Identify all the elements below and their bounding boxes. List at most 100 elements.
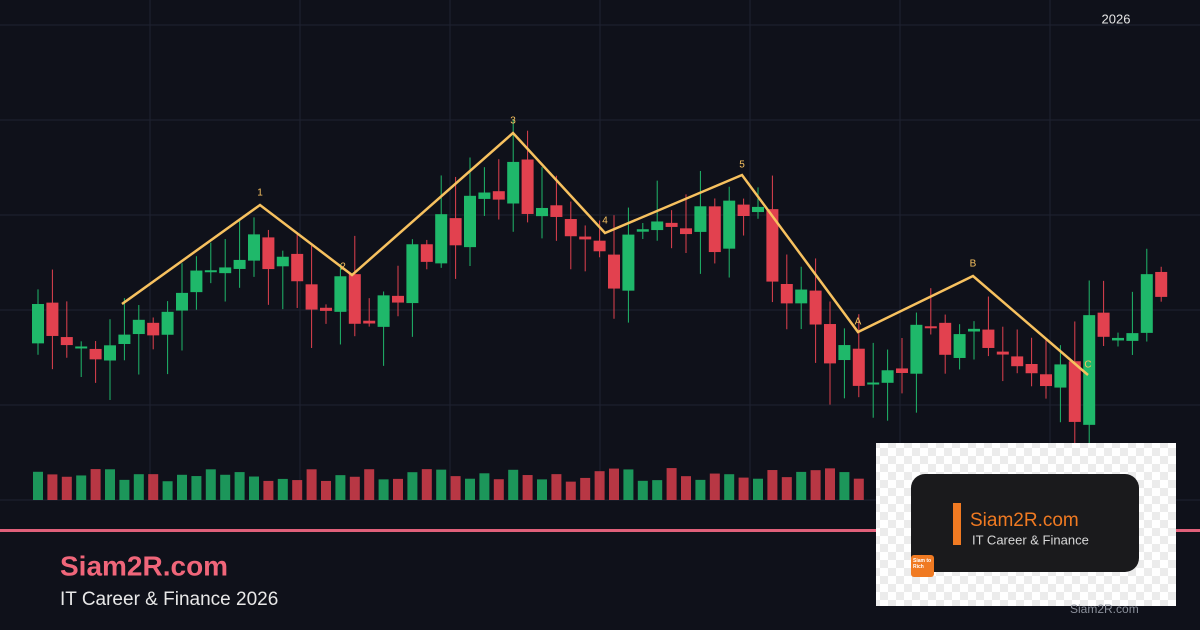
candle-body: [622, 234, 635, 291]
candle-body: [75, 346, 88, 349]
candle-body: [651, 221, 664, 231]
candle-body: [838, 345, 851, 361]
logo-badge: Siam to Rich: [911, 555, 934, 577]
volume-bar: [306, 469, 317, 500]
candle-body: [795, 289, 808, 304]
candle-body: [204, 270, 217, 273]
volume-bar: [594, 471, 605, 500]
volume-bar: [479, 473, 490, 500]
volume-bar: [263, 480, 274, 500]
volume-bar: [364, 469, 375, 500]
volume-bar: [148, 474, 159, 500]
candle-body: [392, 295, 404, 303]
wave-label: 5: [739, 160, 745, 171]
candle-body: [46, 302, 59, 336]
volume-bar: [105, 469, 115, 500]
candle-body: [593, 240, 606, 252]
volume-bar: [825, 468, 835, 500]
candle-body: [939, 322, 952, 355]
candle-body: [291, 253, 304, 282]
volume-bar: [393, 478, 403, 500]
candle-body: [132, 319, 145, 335]
volume-bar: [781, 477, 792, 500]
volume-bar: [249, 476, 259, 500]
volume-bar: [119, 479, 130, 500]
volume-bar: [421, 469, 432, 500]
volume-bar: [220, 474, 231, 500]
candle-body: [1025, 363, 1038, 374]
candle-body: [420, 244, 433, 262]
logo-bar: [953, 503, 961, 545]
logo-title: Siam2R.com: [970, 510, 1079, 531]
candle-body: [507, 161, 520, 204]
volume-bar: [839, 472, 850, 500]
volume-bar: [47, 474, 58, 500]
wave-label: 4: [602, 216, 608, 227]
volume-bar: [522, 475, 533, 500]
candle-body: [910, 324, 923, 374]
volume-bar: [493, 479, 504, 500]
volume-bar: [436, 469, 447, 500]
candle-body: [492, 191, 505, 200]
candle-body: [665, 222, 678, 227]
wave-line: [121, 131, 1089, 376]
candle-body: [1112, 337, 1124, 341]
volume-bar: [537, 479, 547, 500]
candle-body: [449, 218, 462, 246]
volume-bar: [76, 475, 87, 500]
divider: [0, 529, 1200, 532]
volume-bar: [767, 470, 778, 500]
candle-body: [161, 311, 174, 335]
candle-body: [478, 192, 491, 199]
volume-bar: [292, 480, 303, 500]
volume-bar: [450, 476, 461, 500]
wave: 1 2 3 4 5 A B C: [121, 116, 1092, 376]
candle-body: [680, 228, 692, 235]
candle-body: [536, 207, 548, 217]
volume-bar: [580, 477, 591, 500]
volume-bar: [90, 469, 101, 500]
volume-bar: [205, 469, 216, 500]
volume-bar: [652, 480, 663, 500]
candle-body: [1054, 364, 1067, 388]
candle-body: [1068, 361, 1081, 422]
candle-body: [147, 322, 160, 336]
candle-body: [608, 254, 620, 289]
wave-label: A: [855, 317, 862, 328]
candle-body: [968, 328, 980, 332]
logo-tagline: IT Career & Finance: [972, 532, 1089, 547]
volume: [33, 468, 864, 500]
candle-body: [1040, 374, 1052, 387]
volume-bar: [33, 471, 43, 500]
brand-subtitle: IT Career & Finance 2026: [60, 589, 278, 610]
volume-bar: [738, 477, 749, 500]
brand-title: Siam2R.com: [60, 550, 228, 581]
volume-bar: [465, 478, 475, 500]
candle-body: [766, 209, 779, 282]
candle-body: [982, 329, 995, 348]
volume-bar: [623, 469, 634, 500]
candle-body: [1097, 312, 1110, 337]
volume-bar: [277, 478, 288, 500]
wave-label: B: [970, 259, 977, 270]
candle-body: [1140, 274, 1153, 333]
volume-bar: [796, 471, 807, 500]
wave-label: 1: [257, 188, 263, 199]
volume-bar: [666, 468, 677, 500]
candle-body: [118, 334, 131, 344]
volume-bar: [810, 470, 821, 500]
candle-body: [1155, 271, 1168, 297]
candle-body: [550, 205, 563, 217]
candle-body: [737, 204, 750, 217]
logo-card: [911, 474, 1139, 572]
candle-body: [305, 284, 318, 310]
candle-body: [435, 214, 448, 264]
volume-bar: [234, 472, 245, 500]
candle-body: [521, 159, 534, 214]
candle-body: [190, 270, 203, 293]
volume-bar: [349, 476, 360, 500]
candle-body: [248, 234, 260, 261]
candle-body: [852, 348, 865, 386]
